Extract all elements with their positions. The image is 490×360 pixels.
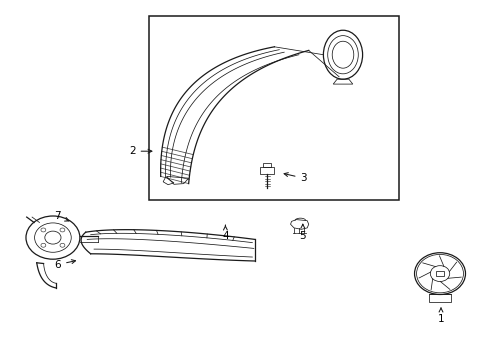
Text: 7: 7 (54, 211, 69, 221)
Text: 5: 5 (299, 224, 306, 241)
Text: 3: 3 (284, 173, 307, 183)
Bar (149, 16, 399, 200)
Bar (260, 167, 274, 174)
Text: 2: 2 (129, 146, 152, 156)
Bar (263, 163, 271, 167)
Text: 6: 6 (54, 260, 75, 270)
Text: 4: 4 (222, 225, 229, 241)
Text: 1: 1 (438, 308, 444, 324)
Bar (436, 271, 444, 276)
Bar (429, 294, 451, 302)
